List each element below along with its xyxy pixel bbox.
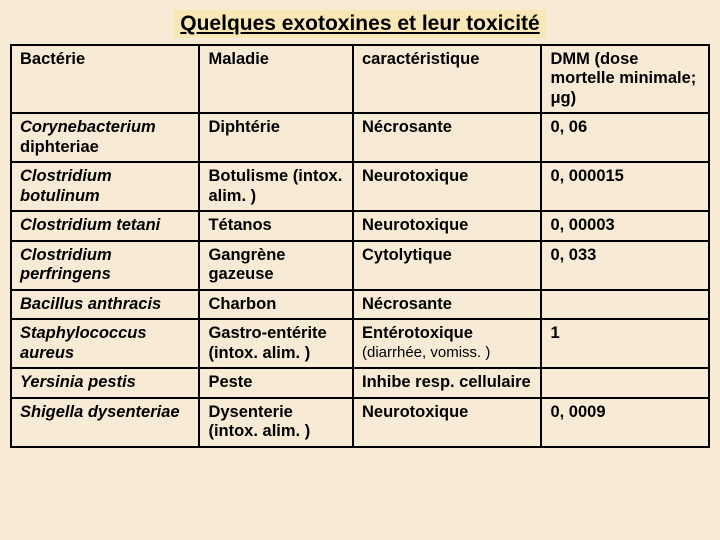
cell-bacterie: Staphylococcus aureus	[11, 319, 199, 368]
table-row: Corynebacterium diphteriaeDiphtérieNécro…	[11, 113, 709, 162]
bacterie-italic: Corynebacterium	[20, 118, 156, 136]
carac-main: Neurotoxique	[362, 216, 532, 235]
cell-dmm: 1	[541, 319, 709, 368]
table-row: Bacillus anthracis Charbon Nécrosante	[11, 290, 709, 319]
carac-main: Nécrosante	[362, 295, 532, 314]
table-row: Staphylococcus aureus Gastro-entérite (in…	[11, 319, 709, 368]
carac-main: Cytolytique	[362, 246, 532, 265]
table-body: Corynebacterium diphteriaeDiphtérieNécro…	[11, 113, 709, 446]
exotoxin-table: Bactérie Maladie caractéristique DMM (do…	[10, 44, 710, 448]
bacterie-italic: Clostridium botulinum	[20, 167, 112, 204]
cell-dmm	[541, 368, 709, 397]
slide-page: Quelques exotoxines et leur toxicité Bac…	[0, 0, 720, 540]
table-row: Clostridium botulinum Botulisme (intox. a…	[11, 162, 709, 211]
title-wrap: Quelques exotoxines et leur toxicité	[10, 10, 710, 38]
cell-bacterie: Corynebacterium diphteriae	[11, 113, 199, 162]
bacterie-italic: Clostridium tetani	[20, 216, 160, 234]
cell-bacterie: Clostridium botulinum	[11, 162, 199, 211]
cell-caracteristique: Cytolytique	[353, 241, 541, 290]
table-row: Clostridium tetani Tétanos Neurotoxique 0, …	[11, 211, 709, 240]
cell-bacterie: Clostridium tetani	[11, 211, 199, 240]
bacterie-italic: Shigella dysenteriae	[20, 403, 180, 421]
cell-dmm: 0, 000015	[541, 162, 709, 211]
cell-maladie: Botulisme (intox. alim. )	[199, 162, 353, 211]
page-title: Quelques exotoxines et leur toxicité	[174, 10, 545, 38]
cell-bacterie: Bacillus anthracis	[11, 290, 199, 319]
cell-caracteristique: Entérotoxique(diarrhée, vomiss. )	[353, 319, 541, 368]
bacterie-italic: Clostridium perfringens	[20, 246, 112, 283]
cell-caracteristique: Neurotoxique	[353, 398, 541, 447]
bacterie-rest: diphteriae	[20, 138, 99, 156]
carac-main: Entérotoxique	[362, 324, 532, 343]
carac-main: Inhibe resp. cellulaire	[362, 373, 532, 392]
cell-caracteristique: Neurotoxique	[353, 162, 541, 211]
header-maladie: Maladie	[199, 45, 353, 113]
cell-maladie: Peste	[199, 368, 353, 397]
header-bacterie: Bactérie	[11, 45, 199, 113]
bacterie-italic: Bacillus anthracis	[20, 295, 161, 313]
header-dmm-main: DMM	[550, 50, 589, 68]
cell-maladie: Diphtérie	[199, 113, 353, 162]
cell-bacterie: Clostridium perfringens	[11, 241, 199, 290]
cell-maladie: Gangrène gazeuse	[199, 241, 353, 290]
cell-maladie: Gastro-entérite (intox. alim. )	[199, 319, 353, 368]
carac-main: Nécrosante	[362, 118, 532, 137]
cell-maladie: Charbon	[199, 290, 353, 319]
cell-dmm: 0, 00003	[541, 211, 709, 240]
cell-bacterie: Shigella dysenteriae	[11, 398, 199, 447]
cell-maladie: Dysenterie (intox. alim. )	[199, 398, 353, 447]
carac-note: (diarrhée, vomiss. )	[362, 344, 532, 362]
table-row: Shigella dysenteriae Dysenterie (intox. a…	[11, 398, 709, 447]
table-header-row: Bactérie Maladie caractéristique DMM (do…	[11, 45, 709, 113]
cell-caracteristique: Neurotoxique	[353, 211, 541, 240]
header-dmm: DMM (dose mortelle minimale; μg)	[541, 45, 709, 113]
cell-maladie: Tétanos	[199, 211, 353, 240]
bacterie-italic: Staphylococcus aureus	[20, 324, 147, 361]
cell-caracteristique: Nécrosante	[353, 113, 541, 162]
carac-main: Neurotoxique	[362, 403, 532, 422]
cell-dmm: 0, 06	[541, 113, 709, 162]
cell-caracteristique: Nécrosante	[353, 290, 541, 319]
bacterie-italic: Yersinia pestis	[20, 373, 136, 391]
header-caracteristique: caractéristique	[353, 45, 541, 113]
table-row: Yersinia pestis Peste Inhibe resp. cellula…	[11, 368, 709, 397]
cell-bacterie: Yersinia pestis	[11, 368, 199, 397]
cell-dmm	[541, 290, 709, 319]
cell-dmm: 0, 033	[541, 241, 709, 290]
cell-dmm: 0, 0009	[541, 398, 709, 447]
cell-caracteristique: Inhibe resp. cellulaire	[353, 368, 541, 397]
carac-main: Neurotoxique	[362, 167, 532, 186]
table-row: Clostridium perfringens Gangrène gazeuse C…	[11, 241, 709, 290]
